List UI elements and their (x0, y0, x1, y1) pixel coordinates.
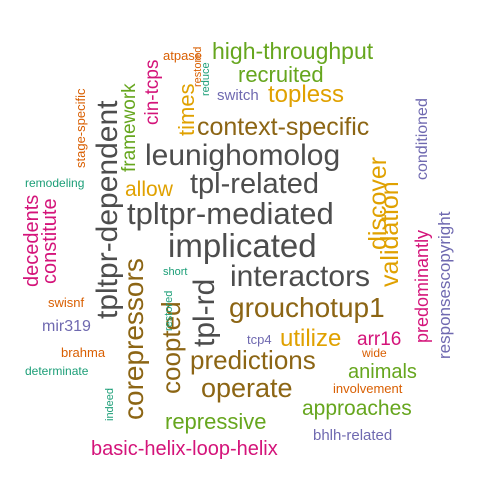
word-involvement: involvement (333, 381, 403, 396)
word-context-specific: context-specific (197, 113, 370, 141)
word-switch: switch (217, 87, 259, 104)
word-interactors: interactors (230, 260, 371, 293)
word-operate: operate (201, 373, 293, 403)
word-brahma: brahma (61, 345, 106, 360)
word-topless: topless (268, 81, 345, 108)
word-tpltpr-mediated: tpltpr-mediated (127, 196, 334, 231)
word-swisnf: swisnf (48, 295, 85, 310)
word-tpl-rd: tpl-rd (188, 278, 221, 347)
word-validation: validation (376, 181, 404, 287)
word-indeed: indeed (104, 387, 116, 421)
word-remodeling: remodeling (25, 176, 85, 190)
word-grouchotup1: grouchotup1 (229, 292, 385, 323)
word-basic-helix-loop-helix: basic-helix-loop-helix (91, 438, 278, 460)
word-tpl-related: tpl-related (190, 168, 319, 200)
word-approaches: approaches (302, 397, 412, 420)
word-animals: animals (348, 361, 417, 383)
word-arr16: arr16 (357, 329, 402, 350)
word-cin-tcps: cin-tcps (142, 59, 163, 125)
word-utilize: utilize (280, 325, 342, 352)
word-determinate: determinate (25, 364, 89, 378)
word-restored-teal: restored (163, 290, 175, 331)
word-constitute: constitute (39, 198, 61, 284)
word-repressive: repressive (165, 409, 267, 434)
word-implicated: implicated (168, 227, 317, 264)
word-short: short (163, 266, 188, 278)
word-responsescopyright: responsescopyright (435, 211, 454, 359)
word-framework: framework (119, 83, 140, 172)
word-bhlh-related: bhlh-related (313, 427, 393, 444)
word-allow: allow (125, 178, 173, 201)
word-predominantly: predominantly (412, 229, 432, 343)
word-conditioned: conditioned (414, 98, 431, 180)
word-corepressors: corepressors (118, 258, 149, 420)
word-tcp4: tcp4 (247, 332, 272, 347)
word-reduce: reduce (200, 62, 212, 96)
word-times: times (174, 83, 199, 136)
word-predictions: predictions (190, 345, 316, 375)
word-recruited: recruited (238, 62, 324, 87)
word-mir319: mir319 (42, 318, 91, 335)
word-stage-specific: stage-specific (73, 88, 88, 168)
word-high-throughput: high-throughput (212, 38, 374, 64)
word-atpase: atpase (163, 48, 203, 63)
word-wide: wide (362, 346, 387, 360)
word-leunighomolog: leunighomolog (145, 139, 341, 172)
